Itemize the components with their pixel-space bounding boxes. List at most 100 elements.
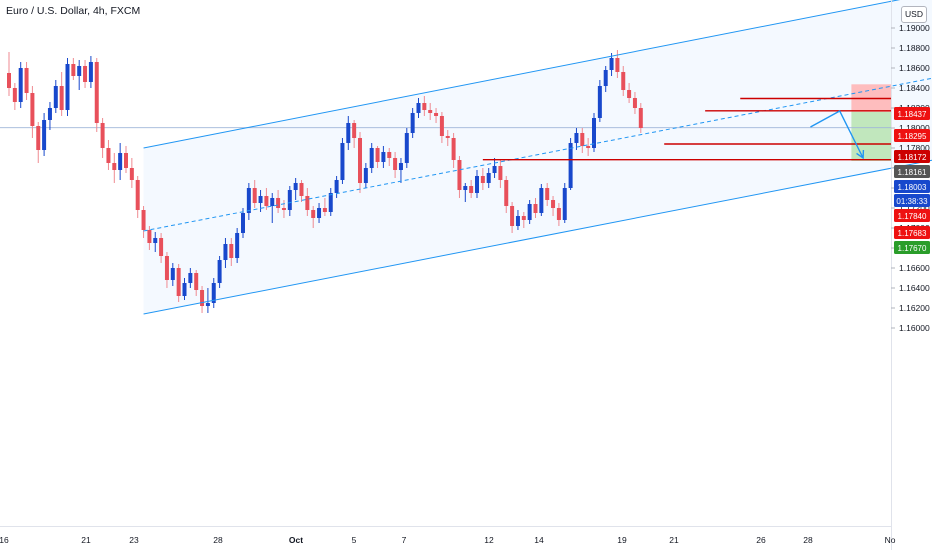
candle-body bbox=[451, 138, 456, 160]
candle-body bbox=[106, 148, 111, 163]
price-axis-label: 1.18161 bbox=[894, 165, 930, 178]
candle-body bbox=[164, 256, 169, 280]
candle bbox=[439, 112, 444, 143]
candle bbox=[445, 130, 450, 146]
x-tick-label: 21 bbox=[81, 535, 91, 545]
candle-body bbox=[556, 208, 561, 220]
candle bbox=[393, 152, 398, 178]
candle bbox=[486, 168, 491, 188]
candle-body bbox=[281, 208, 286, 210]
price-axis-label-bg bbox=[894, 107, 930, 120]
candle bbox=[71, 58, 76, 80]
candle bbox=[328, 188, 333, 216]
candle-body bbox=[457, 160, 462, 190]
candle-body bbox=[159, 238, 164, 256]
y-tick-label: 1.18600 bbox=[899, 63, 930, 73]
candle-body bbox=[638, 108, 643, 128]
candle-body bbox=[83, 66, 88, 82]
candle-body bbox=[264, 196, 269, 206]
take-profit-zone bbox=[851, 111, 891, 161]
candle-body bbox=[510, 206, 515, 226]
candle-body bbox=[252, 188, 257, 203]
candle bbox=[229, 238, 234, 266]
candle-body bbox=[182, 283, 187, 296]
candle bbox=[551, 196, 556, 216]
candle-body bbox=[36, 126, 41, 150]
candle bbox=[346, 116, 351, 150]
x-tick-label: 14 bbox=[534, 535, 544, 545]
candle-body bbox=[369, 148, 374, 168]
candle bbox=[492, 158, 497, 178]
candle-body bbox=[358, 138, 362, 183]
candle-body bbox=[229, 244, 234, 258]
x-tick-label: 19 bbox=[617, 535, 627, 545]
candle-body bbox=[609, 58, 614, 70]
candle bbox=[404, 128, 409, 168]
candle bbox=[200, 286, 205, 313]
candle bbox=[586, 138, 591, 156]
x-tick-label: 28 bbox=[803, 535, 813, 545]
candle bbox=[504, 176, 509, 213]
price-axis-label-text: 1.17670 bbox=[898, 244, 927, 253]
candle bbox=[597, 80, 602, 122]
candle bbox=[77, 60, 82, 90]
candle-body bbox=[299, 183, 304, 196]
candle bbox=[363, 163, 368, 188]
candle-body bbox=[235, 233, 240, 258]
candle bbox=[65, 58, 70, 116]
candle bbox=[205, 288, 210, 313]
forecast-layer[interactable] bbox=[810, 110, 865, 160]
time-axis[interactable]: 16 21 23 28 Oct 5 7 12 14 19 21 26 28 No bbox=[0, 535, 896, 545]
candle-body bbox=[18, 68, 23, 102]
candle-body bbox=[42, 120, 47, 150]
price-axis-label: 1.18295 bbox=[894, 129, 930, 142]
candle-layer bbox=[7, 50, 643, 313]
candle-body bbox=[188, 273, 193, 283]
x-tick-label: 23 bbox=[129, 535, 139, 545]
channel-upper-line[interactable] bbox=[143, 0, 932, 149]
channel-lower-line[interactable] bbox=[143, 159, 932, 315]
currency-button[interactable]: USD bbox=[901, 6, 927, 23]
candle-body bbox=[223, 244, 228, 260]
channel-layer[interactable] bbox=[143, 0, 932, 315]
y-tick-label: 1.17200 bbox=[899, 203, 930, 213]
candle bbox=[387, 148, 392, 166]
forecast-path[interactable] bbox=[810, 110, 864, 159]
candle bbox=[510, 202, 515, 233]
candle-body bbox=[112, 163, 117, 170]
candle-body bbox=[545, 188, 550, 200]
y-tick-label: 1.17800 bbox=[899, 143, 930, 153]
position-layer bbox=[851, 84, 891, 161]
candle bbox=[281, 200, 286, 218]
x-tick-label: 12 bbox=[484, 535, 494, 545]
channel-mid-line[interactable] bbox=[143, 77, 932, 232]
candle-body bbox=[176, 268, 181, 296]
x-tick-label: No bbox=[885, 535, 896, 545]
y-tick-label: 1.16600 bbox=[899, 263, 930, 273]
candle-body bbox=[53, 86, 58, 108]
candle-body bbox=[580, 133, 585, 146]
candle bbox=[211, 278, 216, 308]
candle-body bbox=[363, 168, 368, 183]
candle bbox=[428, 103, 433, 120]
candle bbox=[305, 188, 310, 216]
candle bbox=[194, 270, 199, 296]
y-tick-label: 1.18000 bbox=[899, 123, 930, 133]
candle-body bbox=[586, 146, 591, 148]
y-tick-label: 1.18400 bbox=[899, 83, 930, 93]
candle-body bbox=[200, 290, 205, 306]
candle-body bbox=[498, 166, 503, 180]
candle-body bbox=[30, 93, 35, 126]
candle bbox=[480, 168, 485, 190]
candle bbox=[100, 118, 105, 158]
level-layer[interactable] bbox=[482, 97, 891, 161]
candle-body bbox=[475, 176, 479, 193]
candle bbox=[334, 176, 339, 198]
candle-body bbox=[568, 143, 573, 188]
candle bbox=[463, 183, 468, 202]
candle-body bbox=[434, 113, 439, 116]
candle-body bbox=[404, 133, 409, 163]
candle bbox=[235, 228, 240, 263]
